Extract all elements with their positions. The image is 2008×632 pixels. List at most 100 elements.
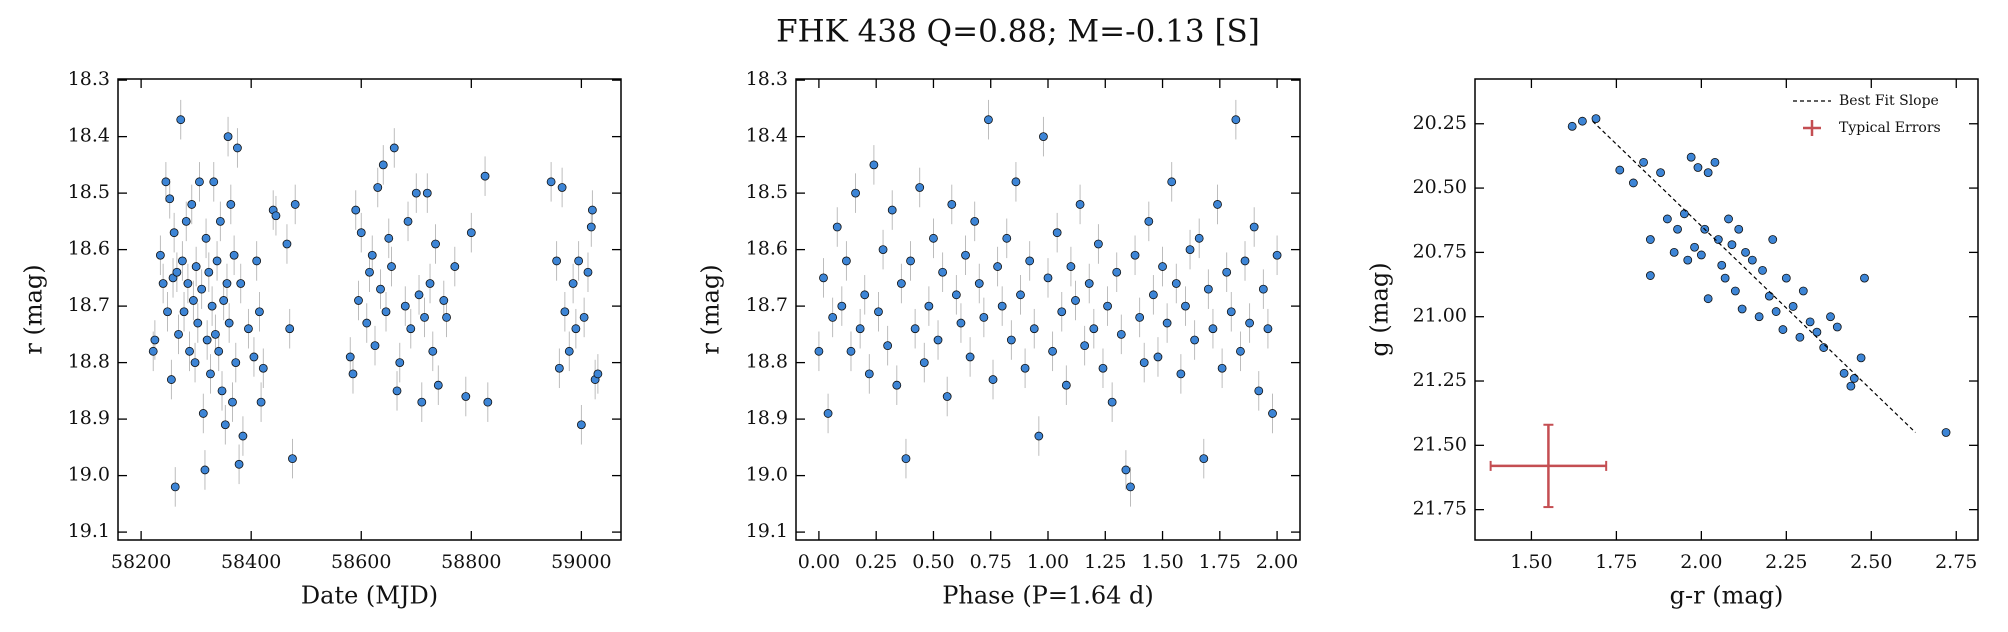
data-point (1254, 386, 1264, 396)
data-point (1686, 152, 1696, 162)
data-point (204, 267, 214, 277)
data-point (285, 324, 295, 334)
data-point (1788, 302, 1798, 311)
legend-label: Typical Errors (1839, 120, 1941, 136)
y-tick-label: 18.6 (746, 238, 788, 260)
data-point (461, 392, 471, 401)
x-tick-label: 2.00 (1256, 551, 1298, 573)
data-point (220, 420, 230, 430)
data-point (483, 397, 493, 407)
data-point (170, 482, 180, 492)
data-point (1194, 233, 1204, 243)
data-point (568, 279, 578, 288)
data-point (1720, 273, 1730, 283)
data-point (1941, 428, 1951, 437)
data-point (956, 318, 966, 328)
data-point (1710, 157, 1720, 167)
data-point (348, 369, 358, 379)
data-point (1231, 115, 1241, 125)
x-tick-label: 2.50 (1850, 551, 1892, 573)
data-point (1639, 157, 1648, 167)
data-point (176, 115, 186, 125)
data-point (226, 200, 236, 209)
data-point (1679, 209, 1689, 219)
data-point (387, 262, 396, 271)
data-point (400, 301, 410, 311)
data-point (1696, 250, 1706, 260)
data-point (252, 256, 262, 266)
data-point (1778, 325, 1788, 334)
y-tick-label: 18.5 (746, 181, 788, 203)
y-tick-label: 18.9 (746, 407, 788, 429)
data-point (823, 409, 833, 418)
data-point (1673, 224, 1682, 234)
data-point (150, 335, 160, 345)
y-axis-label: r (mag) (20, 264, 48, 354)
data-point (1029, 324, 1039, 334)
data-point (1098, 363, 1108, 373)
data-point (411, 188, 421, 198)
y-tick-label: 19.0 (746, 464, 788, 486)
data-point (212, 256, 222, 266)
data-point (1839, 368, 1849, 378)
data-point (901, 454, 911, 464)
data-point (406, 324, 416, 334)
data-point (256, 397, 266, 407)
data-point (1272, 250, 1282, 260)
data-point (814, 346, 824, 356)
x-tick-label: 59000 (551, 551, 611, 573)
data-point (354, 296, 363, 305)
data-point (828, 313, 838, 322)
data-point (1645, 235, 1655, 244)
data-point (1158, 262, 1167, 271)
data-point (961, 250, 970, 260)
y-tick-label: 20.75 (1413, 240, 1467, 262)
data-point (1737, 304, 1747, 314)
data-point (1245, 318, 1254, 328)
data-point (560, 307, 570, 317)
y-tick-label: 18.6 (68, 238, 110, 260)
data-point (290, 200, 300, 209)
data-point (1846, 381, 1856, 391)
data-point (878, 245, 888, 255)
data-point (583, 267, 593, 277)
data-point (389, 143, 399, 153)
data-point (557, 183, 567, 192)
y-tick-label: 21.00 (1413, 305, 1467, 327)
data-point (238, 431, 248, 441)
data-point (1805, 317, 1815, 327)
data-point (1066, 262, 1076, 271)
data-point (428, 346, 438, 356)
data-point (255, 307, 264, 317)
data-point (439, 296, 449, 305)
data-point (282, 239, 292, 249)
x-tick-label: 2.75 (1935, 551, 1977, 573)
data-point (1258, 284, 1268, 294)
data-point (924, 301, 934, 311)
data-point (851, 188, 860, 198)
data-point (187, 200, 197, 209)
data-point (1057, 307, 1067, 317)
data-point (258, 363, 268, 373)
x-tick-label: 58400 (221, 551, 281, 573)
data-point (1656, 168, 1665, 178)
data-point (933, 335, 943, 345)
data-point (1693, 163, 1703, 172)
data-point (1181, 301, 1190, 311)
data-point (188, 296, 198, 305)
y-tick-label: 19.0 (68, 464, 110, 486)
data-point (846, 346, 856, 356)
data-point (1176, 369, 1186, 379)
data-point (174, 329, 183, 339)
x-tick-label: 2.25 (1765, 551, 1807, 573)
data-point (414, 290, 424, 300)
data-point (974, 279, 984, 288)
data-point (214, 346, 224, 356)
data-point (183, 279, 193, 288)
data-point (1075, 200, 1085, 209)
data-point (984, 115, 993, 125)
data-point (883, 341, 893, 351)
data-point (1025, 256, 1035, 266)
data-point (161, 177, 171, 187)
y-tick-label: 18.5 (68, 181, 110, 203)
